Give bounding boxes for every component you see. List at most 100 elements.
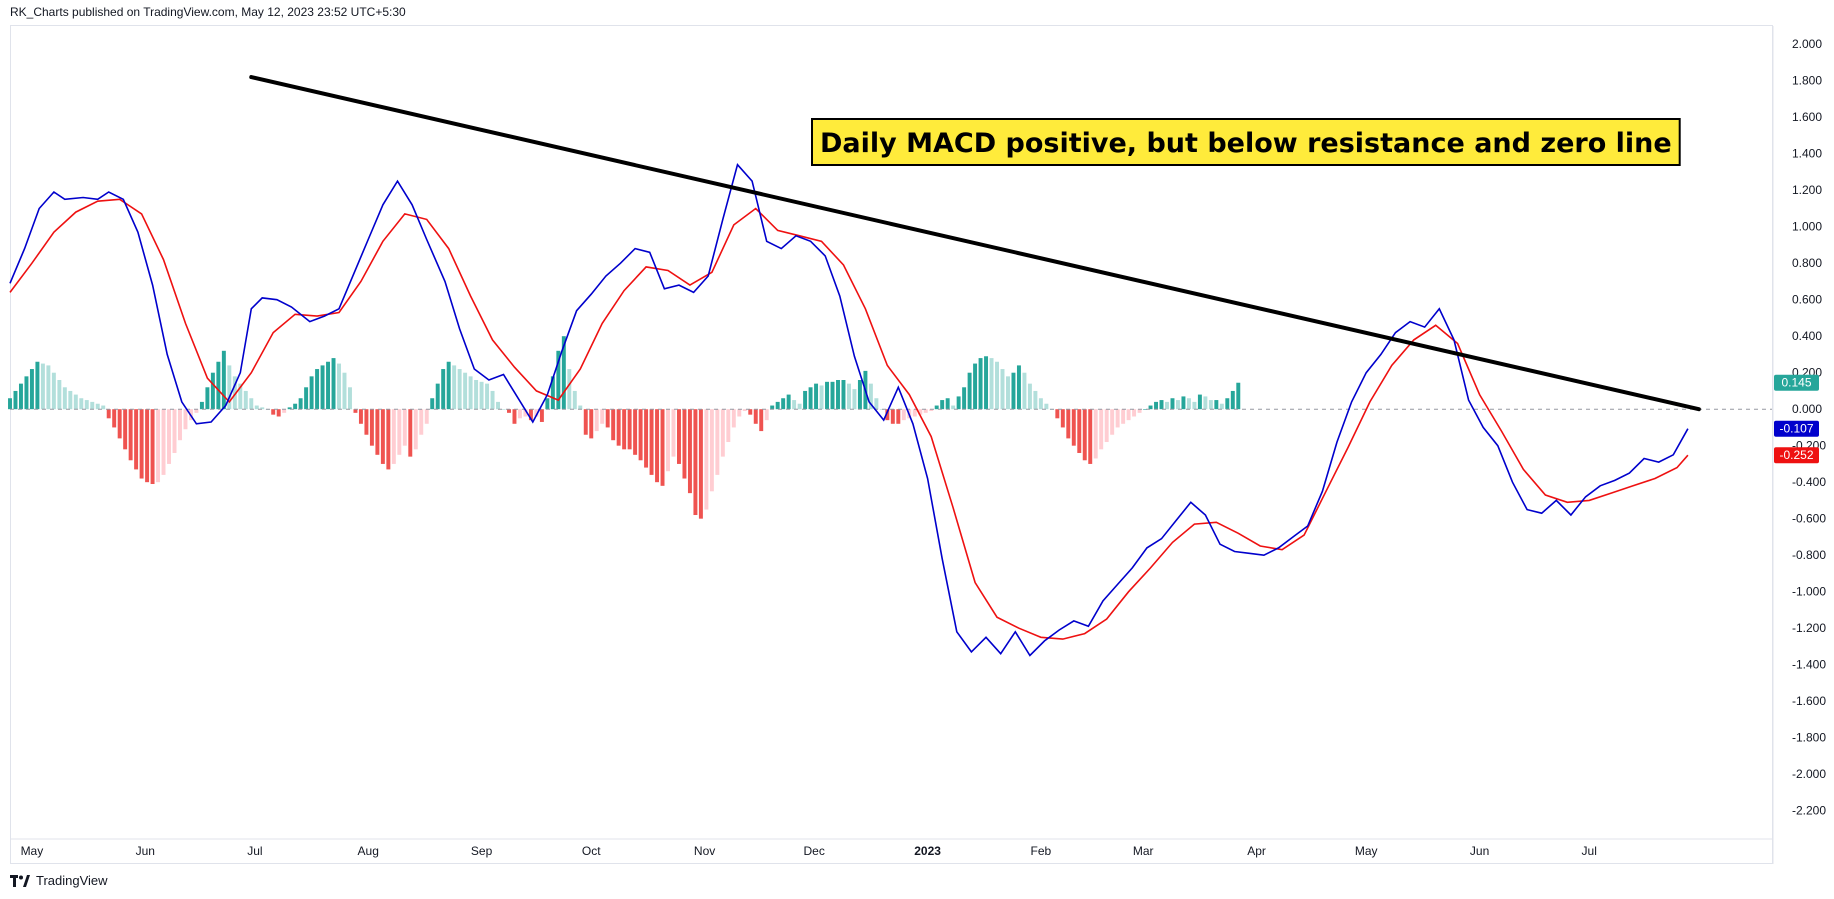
footer-brand[interactable]: TradingView [10, 873, 108, 888]
x-tick-label: 2023 [914, 844, 941, 858]
histogram-bar [1219, 403, 1224, 410]
histogram-bar [649, 409, 654, 475]
histogram-bar [1208, 400, 1213, 410]
histogram-bar [929, 409, 934, 412]
histogram-bar [539, 409, 544, 422]
histogram-bar [704, 409, 709, 510]
histogram-bar [474, 380, 479, 410]
y-axis[interactable]: 2.000 1.800 1.600 1.400 1.200 1.000 0.800 0.600… [1772, 26, 1826, 864]
y-tick-label: -1.600 [1792, 694, 1826, 708]
histogram-bar [320, 365, 325, 410]
y-tick-label: 1.800 [1792, 74, 1822, 88]
histogram-bar [68, 390, 73, 410]
resistance-trendline[interactable] [249, 75, 1701, 412]
histogram-bar [1055, 409, 1060, 419]
histogram-bar [1148, 405, 1153, 410]
x-tick-label: Oct [582, 844, 601, 858]
value-badge-text-signal: -0.252 [1779, 448, 1813, 462]
y-tick-label: -1.400 [1792, 658, 1826, 672]
histogram-bar [1104, 409, 1109, 443]
histogram-bar [1011, 372, 1016, 410]
histogram-bar [556, 350, 561, 410]
histogram-bar [227, 365, 232, 410]
histogram-layer [8, 336, 1241, 519]
histogram-bar [150, 409, 155, 484]
histogram-bar [8, 398, 12, 410]
histogram-bar [468, 376, 473, 410]
histogram-bar [40, 363, 45, 410]
histogram-bar [682, 409, 687, 479]
histogram-bar [901, 409, 906, 421]
x-tick-label: May [21, 844, 44, 858]
annotation-text: Daily MACD positive, but below resistanc… [820, 128, 1672, 159]
histogram-bar [995, 361, 999, 410]
histogram-bar [868, 383, 873, 410]
histogram-bar [1077, 409, 1082, 453]
histogram-bar [1132, 409, 1137, 417]
histogram-bar [825, 381, 829, 410]
histogram-bar [594, 409, 599, 432]
y-tick-label: -2.000 [1792, 767, 1826, 781]
histogram-bar [1006, 376, 1010, 410]
histogram-bar [1181, 396, 1186, 410]
histogram-bar [391, 409, 396, 464]
histogram-bar [1175, 400, 1180, 410]
histogram-bar [737, 409, 742, 417]
histogram-bar [627, 409, 632, 450]
x-tick-label: Feb [1031, 844, 1052, 858]
histogram-bar [232, 376, 237, 410]
annotation-box[interactable]: Daily MACD positive, but below resistanc… [811, 118, 1681, 166]
histogram-bar [117, 409, 122, 439]
x-tick-label: Jul [1582, 844, 1597, 858]
histogram-bar [424, 409, 429, 424]
histogram-bar [759, 409, 764, 432]
histogram-bar [331, 358, 336, 410]
histogram-bar [709, 409, 714, 492]
histogram-bar [644, 409, 649, 468]
x-tick-label: Jun [136, 844, 155, 858]
histogram-bar [199, 401, 204, 410]
y-tick-label: -1.800 [1792, 731, 1826, 745]
histogram-bar [1236, 382, 1241, 410]
histogram-bar [57, 380, 62, 410]
histogram-bar [485, 383, 490, 410]
histogram-bar [978, 358, 983, 410]
histogram-bar [1126, 409, 1131, 421]
histogram-bar [1016, 365, 1021, 410]
histogram-bar [934, 405, 939, 410]
histogram-bar [550, 376, 555, 410]
histogram-bar [687, 409, 692, 494]
histogram-bar [841, 380, 846, 410]
x-tick-label: Sep [471, 844, 493, 858]
x-tick-label: Aug [358, 844, 379, 858]
y-tick-label: 1.600 [1792, 110, 1822, 124]
x-tick-label: May [1355, 844, 1378, 858]
histogram-bar [326, 361, 331, 410]
histogram-bar [260, 407, 265, 410]
histogram-bar [46, 365, 51, 410]
histogram-bar [775, 401, 780, 410]
x-axis[interactable]: May Jun Jul Aug Sep Oct Nov Dec 2023 Feb Mar Apr May… [10, 838, 1773, 858]
signal-line [9, 198, 1689, 640]
histogram-bar [770, 405, 775, 410]
histogram-bar [139, 409, 144, 479]
histogram-bar [1066, 409, 1071, 439]
histogram-bar [605, 409, 610, 428]
histogram-bar [315, 369, 320, 410]
histogram-bar [386, 409, 391, 470]
value-badge-hist [1774, 374, 1819, 391]
histogram-bar [1060, 409, 1065, 428]
histogram-bar [1137, 409, 1142, 413]
histogram-bar [161, 409, 166, 475]
histogram-bar [84, 400, 89, 410]
histogram-bar [912, 409, 917, 417]
publish-info: RK_Charts published on TradingView.com, … [10, 5, 406, 19]
histogram-bar [123, 409, 128, 450]
histogram-bar [375, 409, 380, 455]
histogram-bar [616, 409, 621, 446]
histogram-bar [183, 409, 188, 430]
y-tick-label: 0.600 [1792, 293, 1822, 307]
histogram-bar [408, 409, 413, 457]
histogram-bar [369, 409, 374, 446]
